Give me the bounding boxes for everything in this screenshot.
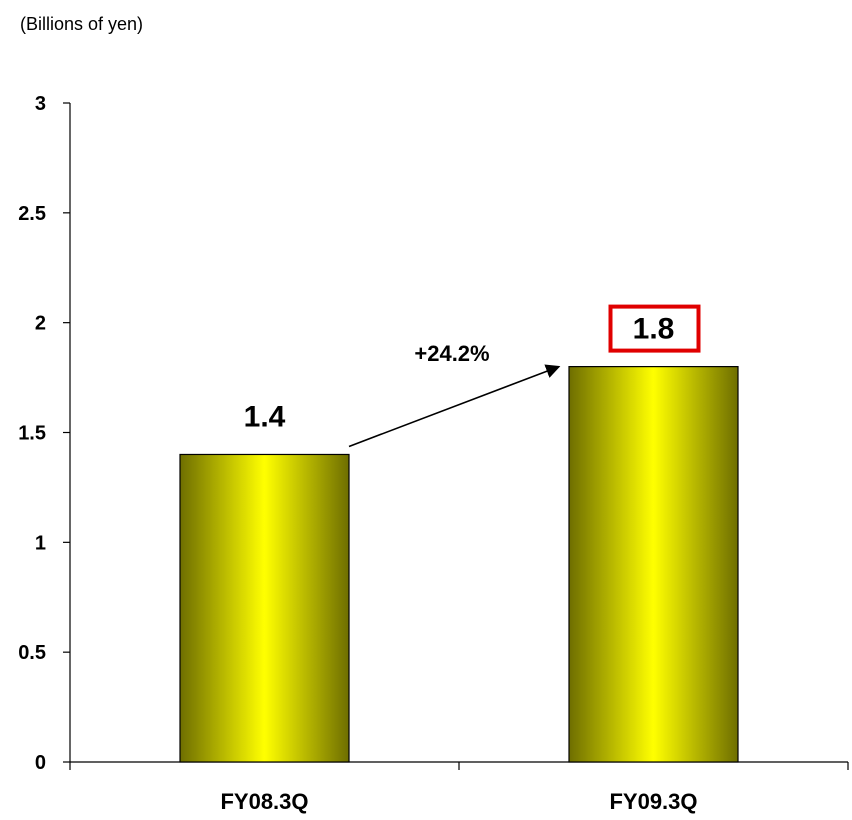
x-category-label: FY08.3Q [220,789,308,814]
axes: 0 0.5 1 1.5 2 2.5 3 [18,93,849,774]
y-tick-label: 2 [35,313,46,335]
labels: FY08.3Q 1.4 FY09.3Q 1.8 +24.2% [220,304,701,814]
bars [179,366,739,763]
highlight-box [608,304,701,353]
bar-fy09-3q [568,366,739,763]
growth-annotation: +24.2% [414,341,489,366]
bar-fy08-3q [179,453,350,763]
data-label: 1.8 [633,313,675,346]
x-category-label: FY09.3Q [609,789,697,814]
y-tick-label: 1.5 [18,423,46,445]
y-tick-label: 0.5 [18,642,46,664]
growth-arrow [348,364,561,448]
data-label: 1.4 [244,400,286,433]
y-tick-label: 0 [35,752,46,774]
y-tick-label: 1 [35,532,46,554]
y-tick-label: 2.5 [18,203,46,225]
unit-label: (Billions of yen) [20,14,144,34]
y-tick-label: 3 [35,93,46,115]
